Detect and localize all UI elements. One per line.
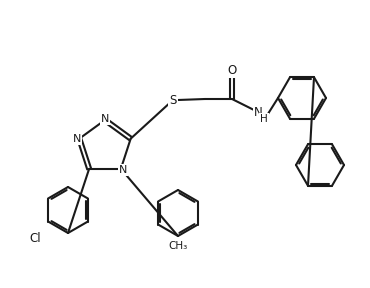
Text: H: H [260, 114, 268, 124]
Text: S: S [169, 94, 177, 107]
Text: Cl: Cl [29, 232, 41, 245]
Text: CH₃: CH₃ [168, 241, 188, 251]
Text: N: N [101, 114, 109, 124]
Text: N: N [73, 134, 81, 144]
Text: N: N [119, 165, 127, 175]
Text: N: N [253, 107, 262, 120]
Text: O: O [228, 65, 237, 77]
